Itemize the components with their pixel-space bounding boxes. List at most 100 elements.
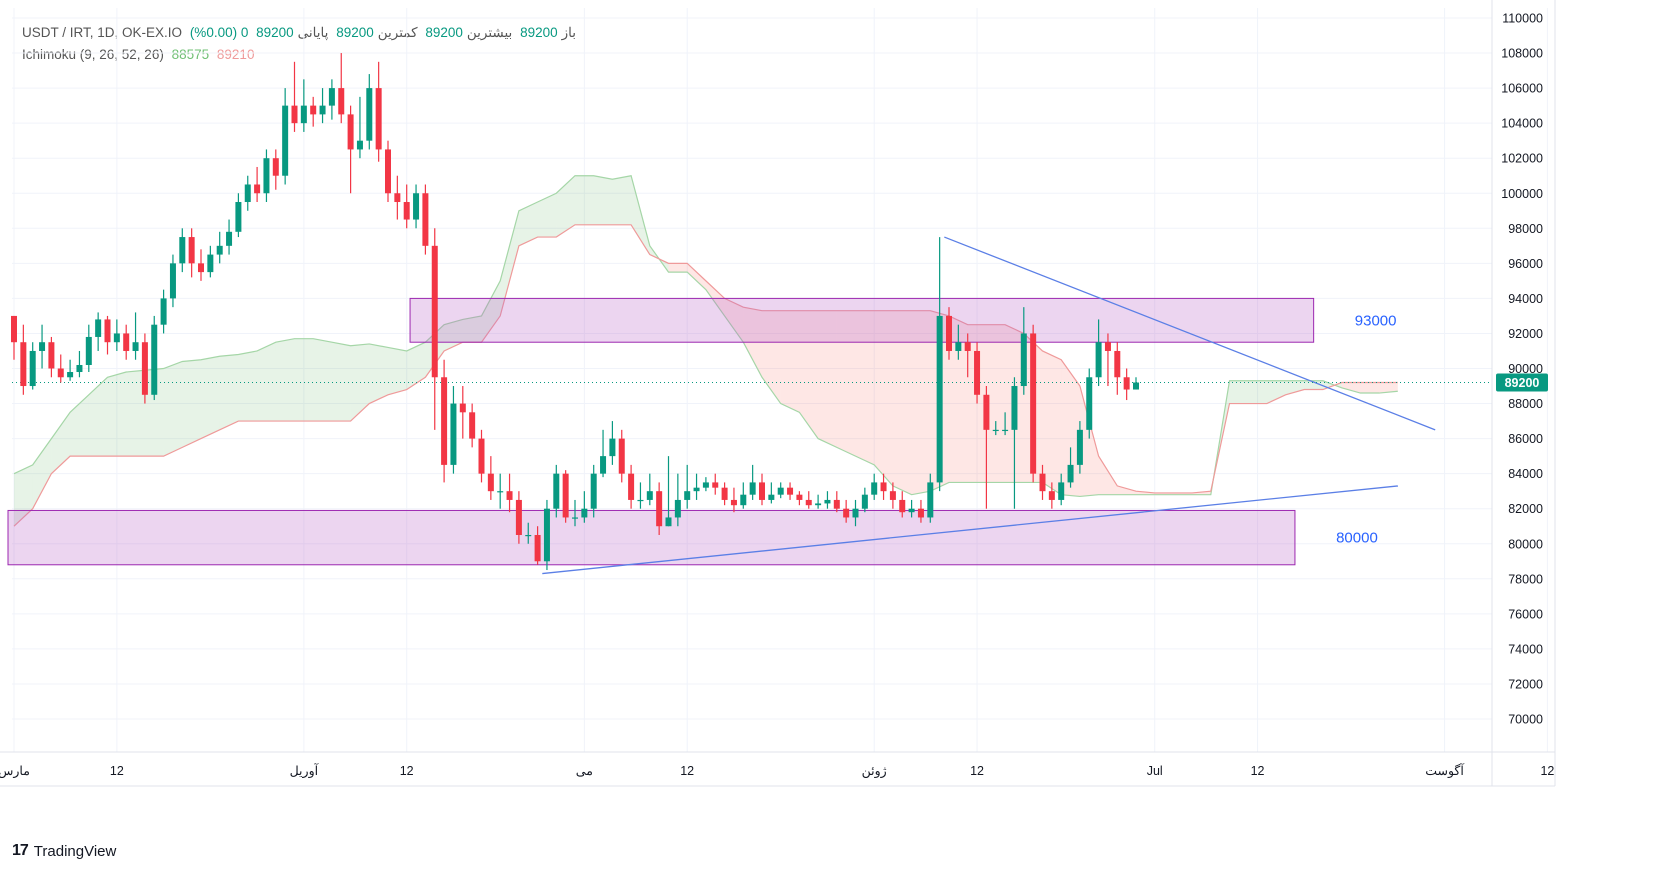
cloud-segment (1360, 382, 1380, 394)
tradingview-brand: TradingView (33, 842, 117, 860)
grid (12, 8, 1548, 752)
y-tick-label: 76000 (1508, 607, 1543, 621)
legend-row-ohlc: USDT / IRT, 1D, OK-EX.IO باز89200 بیشتری… (22, 22, 580, 44)
cloud-segment (88, 377, 108, 457)
candle-body (684, 491, 691, 500)
candle-body (1002, 429, 1009, 432)
candle-body (768, 494, 775, 500)
y-tick-label: 74000 (1508, 642, 1543, 656)
candle-body (235, 202, 242, 232)
candle-body (1020, 333, 1027, 387)
candle-body (1067, 464, 1074, 483)
candle-body (572, 517, 578, 519)
cloud-segment (612, 175, 632, 225)
candle-body (1030, 333, 1037, 474)
candle-body (1086, 377, 1093, 430)
candle-body (628, 473, 635, 500)
candle-body (534, 534, 541, 562)
cloud-segment (1061, 359, 1080, 497)
candle-body (543, 508, 550, 562)
cloud-segment (444, 319, 463, 351)
legend-low: 89200 (336, 25, 374, 40)
candle-body (151, 324, 158, 395)
cloud-segment (1079, 386, 1099, 497)
cloud-segment (1117, 485, 1136, 495)
candle-body (385, 149, 391, 194)
y-tick-label: 98000 (1508, 222, 1543, 236)
cloud-segment (462, 315, 482, 343)
candle-body (1048, 491, 1055, 500)
tradingview-footer[interactable]: 17 TradingView (12, 842, 116, 860)
candle-body (328, 88, 335, 106)
cloud-segment (350, 343, 370, 422)
candle-body (702, 482, 709, 488)
cloud-segment (687, 263, 706, 290)
x-tick-label: آوریل (290, 762, 320, 779)
trendlines (12, 236, 1492, 575)
candle-body (244, 184, 251, 203)
legend-symbol[interactable]: USDT / IRT, 1D, OK-EX.IO (22, 25, 183, 40)
candle-body (67, 372, 74, 378)
candle-body (525, 534, 532, 537)
cloud-segment (556, 175, 575, 238)
legend-indicator-name[interactable]: Ichimoku (9, 26, 52, 26) (22, 47, 164, 62)
candle-body (1039, 473, 1046, 492)
candle-body (1104, 342, 1111, 351)
candle-body (964, 342, 971, 351)
cloud-segment (780, 310, 800, 413)
candle-body (431, 245, 438, 378)
candle-body (992, 429, 999, 432)
legend-low-label: کمترین (377, 25, 418, 40)
cloud-segment (1379, 382, 1398, 394)
x-tick-label: 12 (1540, 764, 1554, 778)
candle-body (366, 88, 373, 141)
cloud-segment (593, 175, 613, 225)
candle-body (347, 114, 354, 150)
legend-close-label: پایانی (297, 25, 329, 40)
x-tick-label: Jul (1147, 764, 1163, 778)
candle-body (1123, 377, 1130, 390)
candle-body (749, 482, 756, 495)
cloud-segment (107, 372, 127, 457)
trendline-0 (944, 236, 1436, 431)
legend-high: 89200 (425, 25, 463, 40)
cloud-segment (219, 354, 239, 430)
cloud-segment (406, 342, 426, 390)
price-badge-label: 89200 (1505, 376, 1540, 390)
cloud-segment (537, 193, 557, 238)
price-zones: 93000 80000 (7, 297, 1397, 566)
candle-body (609, 438, 616, 457)
candle-body (974, 350, 981, 395)
y-tick-label: 70000 (1508, 713, 1543, 727)
candle-body (917, 508, 924, 518)
y-tick-label: 104000 (1501, 117, 1543, 131)
cloud-segment (518, 202, 538, 246)
candle-body (983, 394, 990, 430)
cloud-segment (1229, 380, 1249, 404)
x-tick-label: مارس (0, 764, 30, 779)
cloud-segment (986, 324, 1006, 483)
candle-body (132, 342, 139, 351)
candle-body (1011, 386, 1018, 430)
axes: 70000 72000 74000 76000 78000 80000 82000 84000… (0, 0, 1556, 787)
candle-body (880, 482, 887, 492)
legend-open-label: باز (561, 25, 576, 40)
chart-legend: USDT / IRT, 1D, OK-EX.IO باز89200 بیشتری… (22, 22, 580, 66)
cloud-segment (911, 310, 931, 495)
candle-body (637, 499, 644, 502)
candle-body (1058, 482, 1065, 500)
cloud-segment (294, 338, 314, 422)
candle-body (48, 342, 55, 369)
y-tick-label: 102000 (1501, 152, 1543, 166)
y-tick-label: 106000 (1501, 82, 1543, 96)
y-tick-label: 94000 (1508, 292, 1543, 306)
candle-body (805, 499, 812, 506)
legend-change: 0 (0.00%) (189, 25, 249, 40)
cloud-segment (1285, 380, 1305, 395)
candle-body (712, 482, 719, 488)
candle-body (20, 342, 27, 387)
legend-open: 89200 (520, 25, 558, 40)
candle-body (394, 193, 401, 203)
cloud-segment (724, 298, 744, 343)
